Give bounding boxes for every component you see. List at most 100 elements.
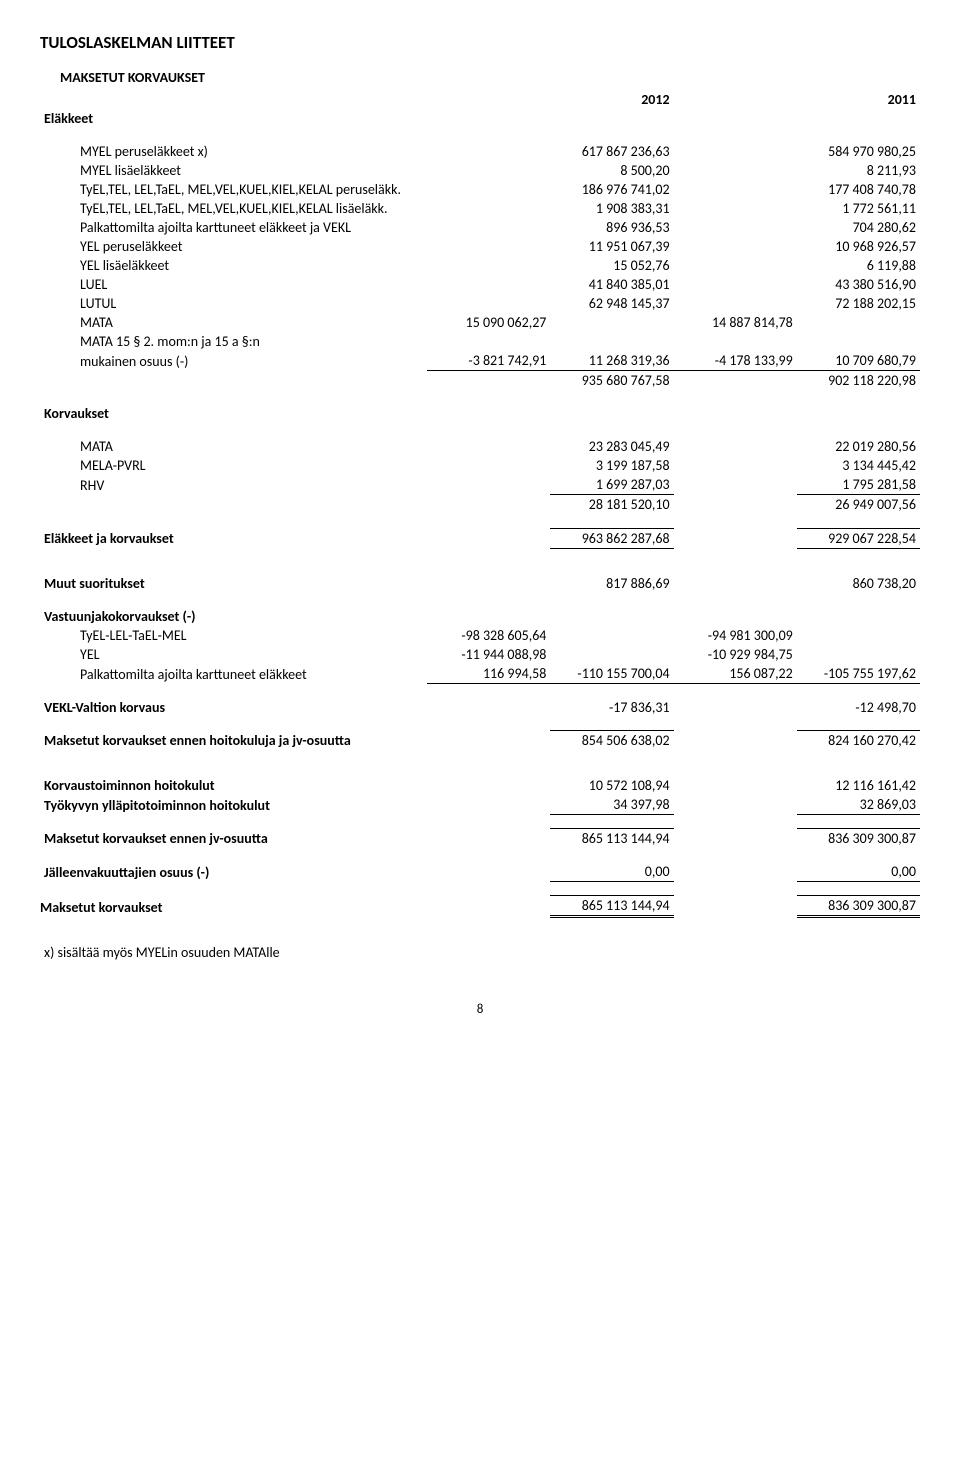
table-row: YEL lisäeläkkeet 15 052,76 6 119,88 xyxy=(40,256,920,275)
row-value: 15 090 062,27 xyxy=(427,313,550,332)
page-number: 8 xyxy=(40,1002,920,1017)
footnote-row: x) sisältää myös MYELin osuuden MATAlle xyxy=(40,943,920,962)
row-label: Muut suoritukset xyxy=(40,574,427,593)
heading-row: Eläkkeet xyxy=(40,109,920,128)
row-value: 156 087,22 xyxy=(674,664,797,684)
table-row: VEKL-Valtion korvaus -17 836,31 -12 498,… xyxy=(40,698,920,717)
table-row: MATA 15 090 062,27 14 887 814,78 xyxy=(40,313,920,332)
row-value: 62 948 145,37 xyxy=(550,294,673,313)
row-value: 617 867 236,63 xyxy=(550,142,673,161)
row-value: 15 052,76 xyxy=(550,256,673,275)
row-label: Eläkkeet ja korvaukset xyxy=(40,528,427,548)
row-value: -10 929 984,75 xyxy=(674,645,797,664)
row-value: -3 821 742,91 xyxy=(427,351,550,371)
row-value: 929 067 228,54 xyxy=(797,528,920,548)
row-label: Korvaustoiminnon hoitokulut xyxy=(40,776,427,795)
footnote: x) sisältää myös MYELin osuuden MATAlle xyxy=(40,943,920,962)
row-label: MATA xyxy=(40,313,427,332)
table-row: MELA-PVRL 3 199 187,58 3 134 445,42 xyxy=(40,456,920,475)
row-label: Palkattomilta ajoilta karttuneet eläkkee… xyxy=(40,218,427,237)
row-value: 963 862 287,68 xyxy=(550,528,673,548)
year-2012: 2012 xyxy=(550,90,673,109)
heading-row: Korvaukset xyxy=(40,404,920,423)
row-label: mukainen osuus (-) xyxy=(40,351,427,371)
table-row: LUTUL 62 948 145,37 72 188 202,15 xyxy=(40,294,920,313)
row-value: -12 498,70 xyxy=(797,698,920,717)
table-row: YEL peruseläkkeet 11 951 067,39 10 968 9… xyxy=(40,237,920,256)
elakkeet-heading: Eläkkeet xyxy=(40,109,427,128)
row-value: 43 380 516,90 xyxy=(797,275,920,294)
row-value: -11 944 088,98 xyxy=(427,645,550,664)
row-value: -4 178 133,99 xyxy=(674,351,797,371)
table-row: MATA 23 283 045,49 22 019 280,56 xyxy=(40,437,920,456)
table-row: MYEL lisäeläkkeet 8 500,20 8 211,93 xyxy=(40,161,920,180)
row-value: 177 408 740,78 xyxy=(797,180,920,199)
row-value: 1 772 561,11 xyxy=(797,199,920,218)
row-value: 902 118 220,98 xyxy=(797,371,920,391)
row-value: 817 886,69 xyxy=(550,574,673,593)
row-label: LUEL xyxy=(40,275,427,294)
subtotal-row: 935 680 767,58 902 118 220,98 xyxy=(40,371,920,391)
row-value: 34 397,98 xyxy=(550,795,673,815)
total-row: Maksetut korvaukset ennen hoitokuluja ja… xyxy=(40,731,920,751)
heading-row: Vastuunjakokorvaukset (-) xyxy=(40,607,920,626)
row-label: MYEL lisäeläkkeet xyxy=(40,161,427,180)
table-row: Palkattomilta ajoilta karttuneet eläkkee… xyxy=(40,664,920,684)
table-row: TyEL,TEL, LEL,TaEL, MEL,VEL,KUEL,KIEL,KE… xyxy=(40,180,920,199)
row-value: 8 500,20 xyxy=(550,161,673,180)
row-value: 824 160 270,42 xyxy=(797,731,920,751)
row-label: YEL xyxy=(40,645,427,664)
row-label: RHV xyxy=(40,475,427,495)
table-row: TyEL-LEL-TaEL-MEL -98 328 605,64 -94 981… xyxy=(40,626,920,645)
row-value: 10 709 680,79 xyxy=(797,351,920,371)
table-row: Jälleenvakuuttajien osuus (-) 0,00 0,00 xyxy=(40,862,920,882)
row-value: 8 211,93 xyxy=(797,161,920,180)
page-title: TULOSLASKELMAN LIITTEET xyxy=(40,32,920,53)
row-value: 10 968 926,57 xyxy=(797,237,920,256)
table-row: YEL -11 944 088,98 -10 929 984,75 xyxy=(40,645,920,664)
row-value: 865 113 144,94 xyxy=(550,829,673,849)
table-row: TyEL,TEL, LEL,TaEL, MEL,VEL,KUEL,KIEL,KE… xyxy=(40,199,920,218)
row-label: YEL lisäeläkkeet xyxy=(40,256,427,275)
row-value: -94 981 300,09 xyxy=(674,626,797,645)
year-header-row: 2012 2011 xyxy=(40,90,920,109)
table-row: RHV 1 699 287,03 1 795 281,58 xyxy=(40,475,920,495)
table-row: mukainen osuus (-) -3 821 742,91 11 268 … xyxy=(40,351,920,371)
row-label: MYEL peruseläkkeet x) xyxy=(40,142,427,161)
row-value: 935 680 767,58 xyxy=(550,371,673,391)
row-label: LUTUL xyxy=(40,294,427,313)
row-value: 1 699 287,03 xyxy=(550,475,673,495)
row-value: 3 134 445,42 xyxy=(797,456,920,475)
row-value: 72 188 202,15 xyxy=(797,294,920,313)
row-label: MATA xyxy=(40,437,427,456)
row-value: 12 116 161,42 xyxy=(797,776,920,795)
row-label: MATA 15 § 2. mom:n ja 15 a §:n xyxy=(40,332,427,351)
table-row: Korvaustoiminnon hoitokulut 10 572 108,9… xyxy=(40,776,920,795)
row-label: Jälleenvakuuttajien osuus (-) xyxy=(40,862,427,882)
financial-table: 2012 2011 Eläkkeet MYEL peruseläkkeet x)… xyxy=(40,90,920,962)
row-value: 14 887 814,78 xyxy=(674,313,797,332)
row-value: 23 283 045,49 xyxy=(550,437,673,456)
vastuunjako-heading: Vastuunjakokorvaukset (-) xyxy=(40,607,427,626)
row-label: Maksetut korvaukset ennen hoitokuluja ja… xyxy=(40,731,427,751)
row-value: 6 119,88 xyxy=(797,256,920,275)
row-label: Maksetut korvaukset xyxy=(40,896,427,917)
row-value: -98 328 605,64 xyxy=(427,626,550,645)
korvaukset-heading: Korvaukset xyxy=(40,404,427,423)
row-value: 1 908 383,31 xyxy=(550,199,673,218)
row-label: VEKL-Valtion korvaus xyxy=(40,698,427,717)
total-row: Eläkkeet ja korvaukset 963 862 287,68 92… xyxy=(40,528,920,548)
row-value: -17 836,31 xyxy=(550,698,673,717)
total-row: Maksetut korvaukset ennen jv-osuutta 865… xyxy=(40,829,920,849)
row-label: Maksetut korvaukset ennen jv-osuutta xyxy=(40,829,427,849)
row-label: TyEL-LEL-TaEL-MEL xyxy=(40,626,427,645)
table-row: LUEL 41 840 385,01 43 380 516,90 xyxy=(40,275,920,294)
row-label: TyEL,TEL, LEL,TaEL, MEL,VEL,KUEL,KIEL,KE… xyxy=(40,180,427,199)
row-value: 704 280,62 xyxy=(797,218,920,237)
row-label: Työkyvyn ylläpitotoiminnon hoitokulut xyxy=(40,795,427,815)
row-value: 10 572 108,94 xyxy=(550,776,673,795)
row-value: 32 869,03 xyxy=(797,795,920,815)
table-row: Muut suoritukset 817 886,69 860 738,20 xyxy=(40,574,920,593)
row-value: 22 019 280,56 xyxy=(797,437,920,456)
row-value: 116 994,58 xyxy=(427,664,550,684)
